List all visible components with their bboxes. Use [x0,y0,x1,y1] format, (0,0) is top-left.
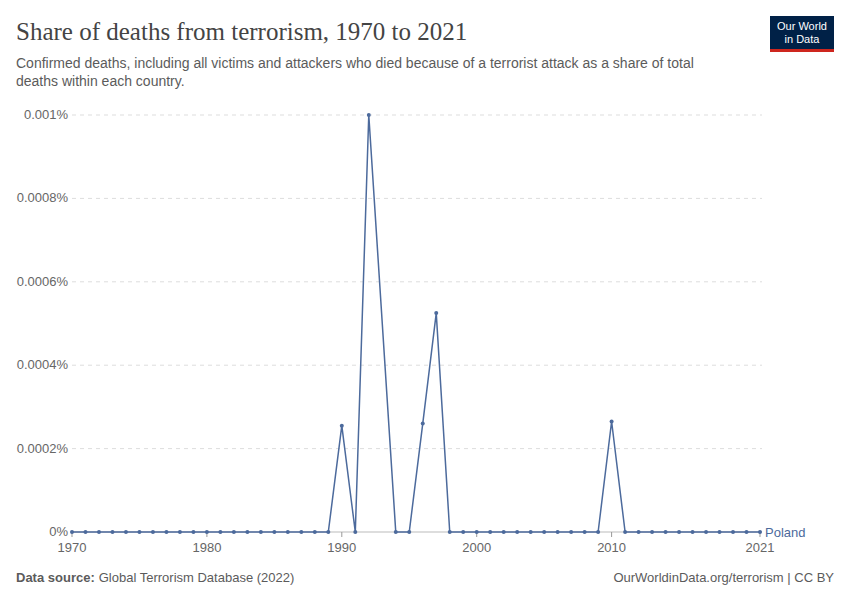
point [245,530,249,534]
point [421,422,425,426]
point [205,530,209,534]
logo-text: Our World [777,20,827,32]
chart: Share of deaths from terrorism, 1970 to … [0,0,850,600]
point [407,530,411,534]
point [758,530,762,534]
y-tick-label: 0.0006% [17,274,69,289]
point [556,530,560,534]
point [502,530,506,534]
source: Data source: Global Terrorism Database (2… [16,570,294,585]
point [272,530,276,534]
grid-line [72,448,762,449]
point [623,530,627,534]
point [448,530,452,534]
series-line [72,115,760,532]
plot-area [70,113,762,534]
x-tick-label: 2010 [597,540,626,555]
point [191,530,195,534]
logo-box [770,16,834,52]
source-label: Data source: [16,570,95,585]
point [691,530,695,534]
grid-line [72,198,762,199]
point [745,530,749,534]
point [488,530,492,534]
point [137,530,141,534]
y-tick-label: 0.0002% [17,441,69,456]
point [340,424,344,428]
point [569,530,573,534]
point [299,530,303,534]
point [394,530,398,534]
point [542,530,546,534]
point [529,530,533,534]
point [110,530,114,534]
point [677,530,681,534]
point [97,530,101,534]
point [83,530,87,534]
footer-right: OurWorldinData.org/terrorism | CC BY [613,570,834,585]
point [515,530,519,534]
x-tick-label: 2021 [746,540,775,555]
x-tick-label: 1980 [192,540,221,555]
point [151,530,155,534]
point [326,530,330,534]
x-tick-label: 2000 [462,540,491,555]
y-tick-label: 0.0008% [17,190,69,205]
point [70,530,74,534]
y-tick-label: 0% [49,524,68,539]
y-tick-label: 0.0004% [17,357,69,372]
grid-line [72,281,762,282]
point [164,530,168,534]
x-tick-label: 1990 [327,540,356,555]
title: Share of deaths from terrorism, 1970 to … [16,18,467,45]
series-label: Poland [765,525,805,540]
grid-line [72,115,762,116]
point [610,419,614,423]
x-tick-label: 1970 [58,540,87,555]
point [218,530,222,534]
point [461,530,465,534]
point [650,530,654,534]
point [434,311,438,315]
subtitle: deaths within each country. [16,73,185,89]
point [637,530,641,534]
grid-line [72,365,762,366]
point [286,530,290,534]
logo-bar [770,49,834,52]
subtitle: Confirmed deaths, including all victims … [16,55,694,71]
point [353,530,357,534]
point [178,530,182,534]
point [596,530,600,534]
point [475,530,479,534]
point [718,530,722,534]
point [259,530,263,534]
point [367,113,371,117]
point [731,530,735,534]
point [124,530,128,534]
point [232,530,236,534]
point [704,530,708,534]
x-tick [341,532,342,537]
x-tick [611,532,612,537]
source-text: Global Terrorism Database (2022) [99,570,295,585]
logo-text: in Data [785,33,821,45]
point [583,530,587,534]
point [313,530,317,534]
point [664,530,668,534]
y-tick-label: 0.001% [24,107,69,122]
